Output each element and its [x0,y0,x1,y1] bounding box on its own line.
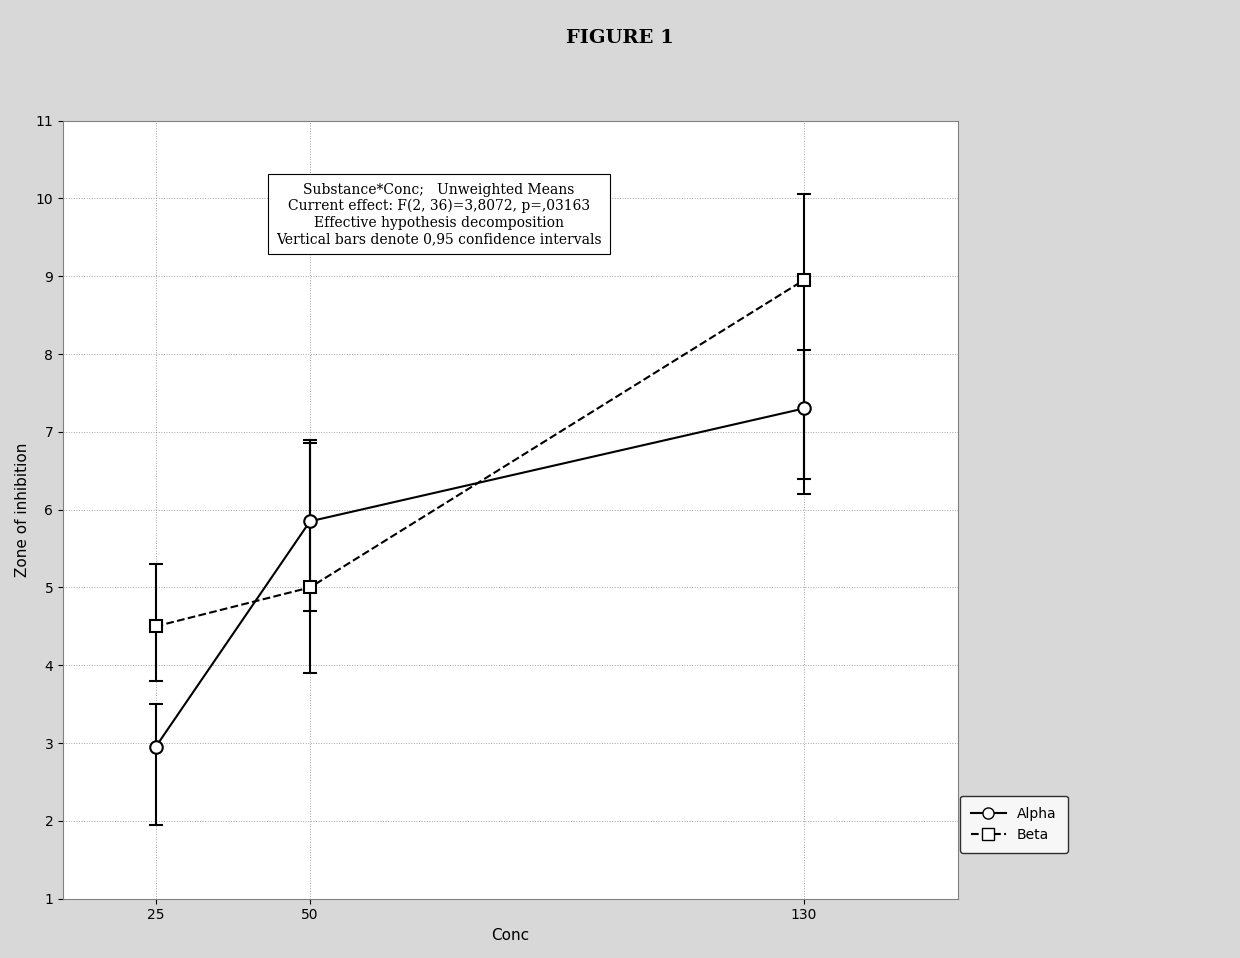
Text: FIGURE 1: FIGURE 1 [567,29,673,47]
Legend: Alpha, Beta: Alpha, Beta [960,796,1068,853]
Text: Substance*Conc;   Unweighted Means
Current effect: F(2, 36)=3,8072, p=,03163
Eff: Substance*Conc; Unweighted Means Current… [277,183,601,246]
Y-axis label: Zone of inhibition: Zone of inhibition [15,443,30,577]
X-axis label: Conc: Conc [491,928,529,943]
